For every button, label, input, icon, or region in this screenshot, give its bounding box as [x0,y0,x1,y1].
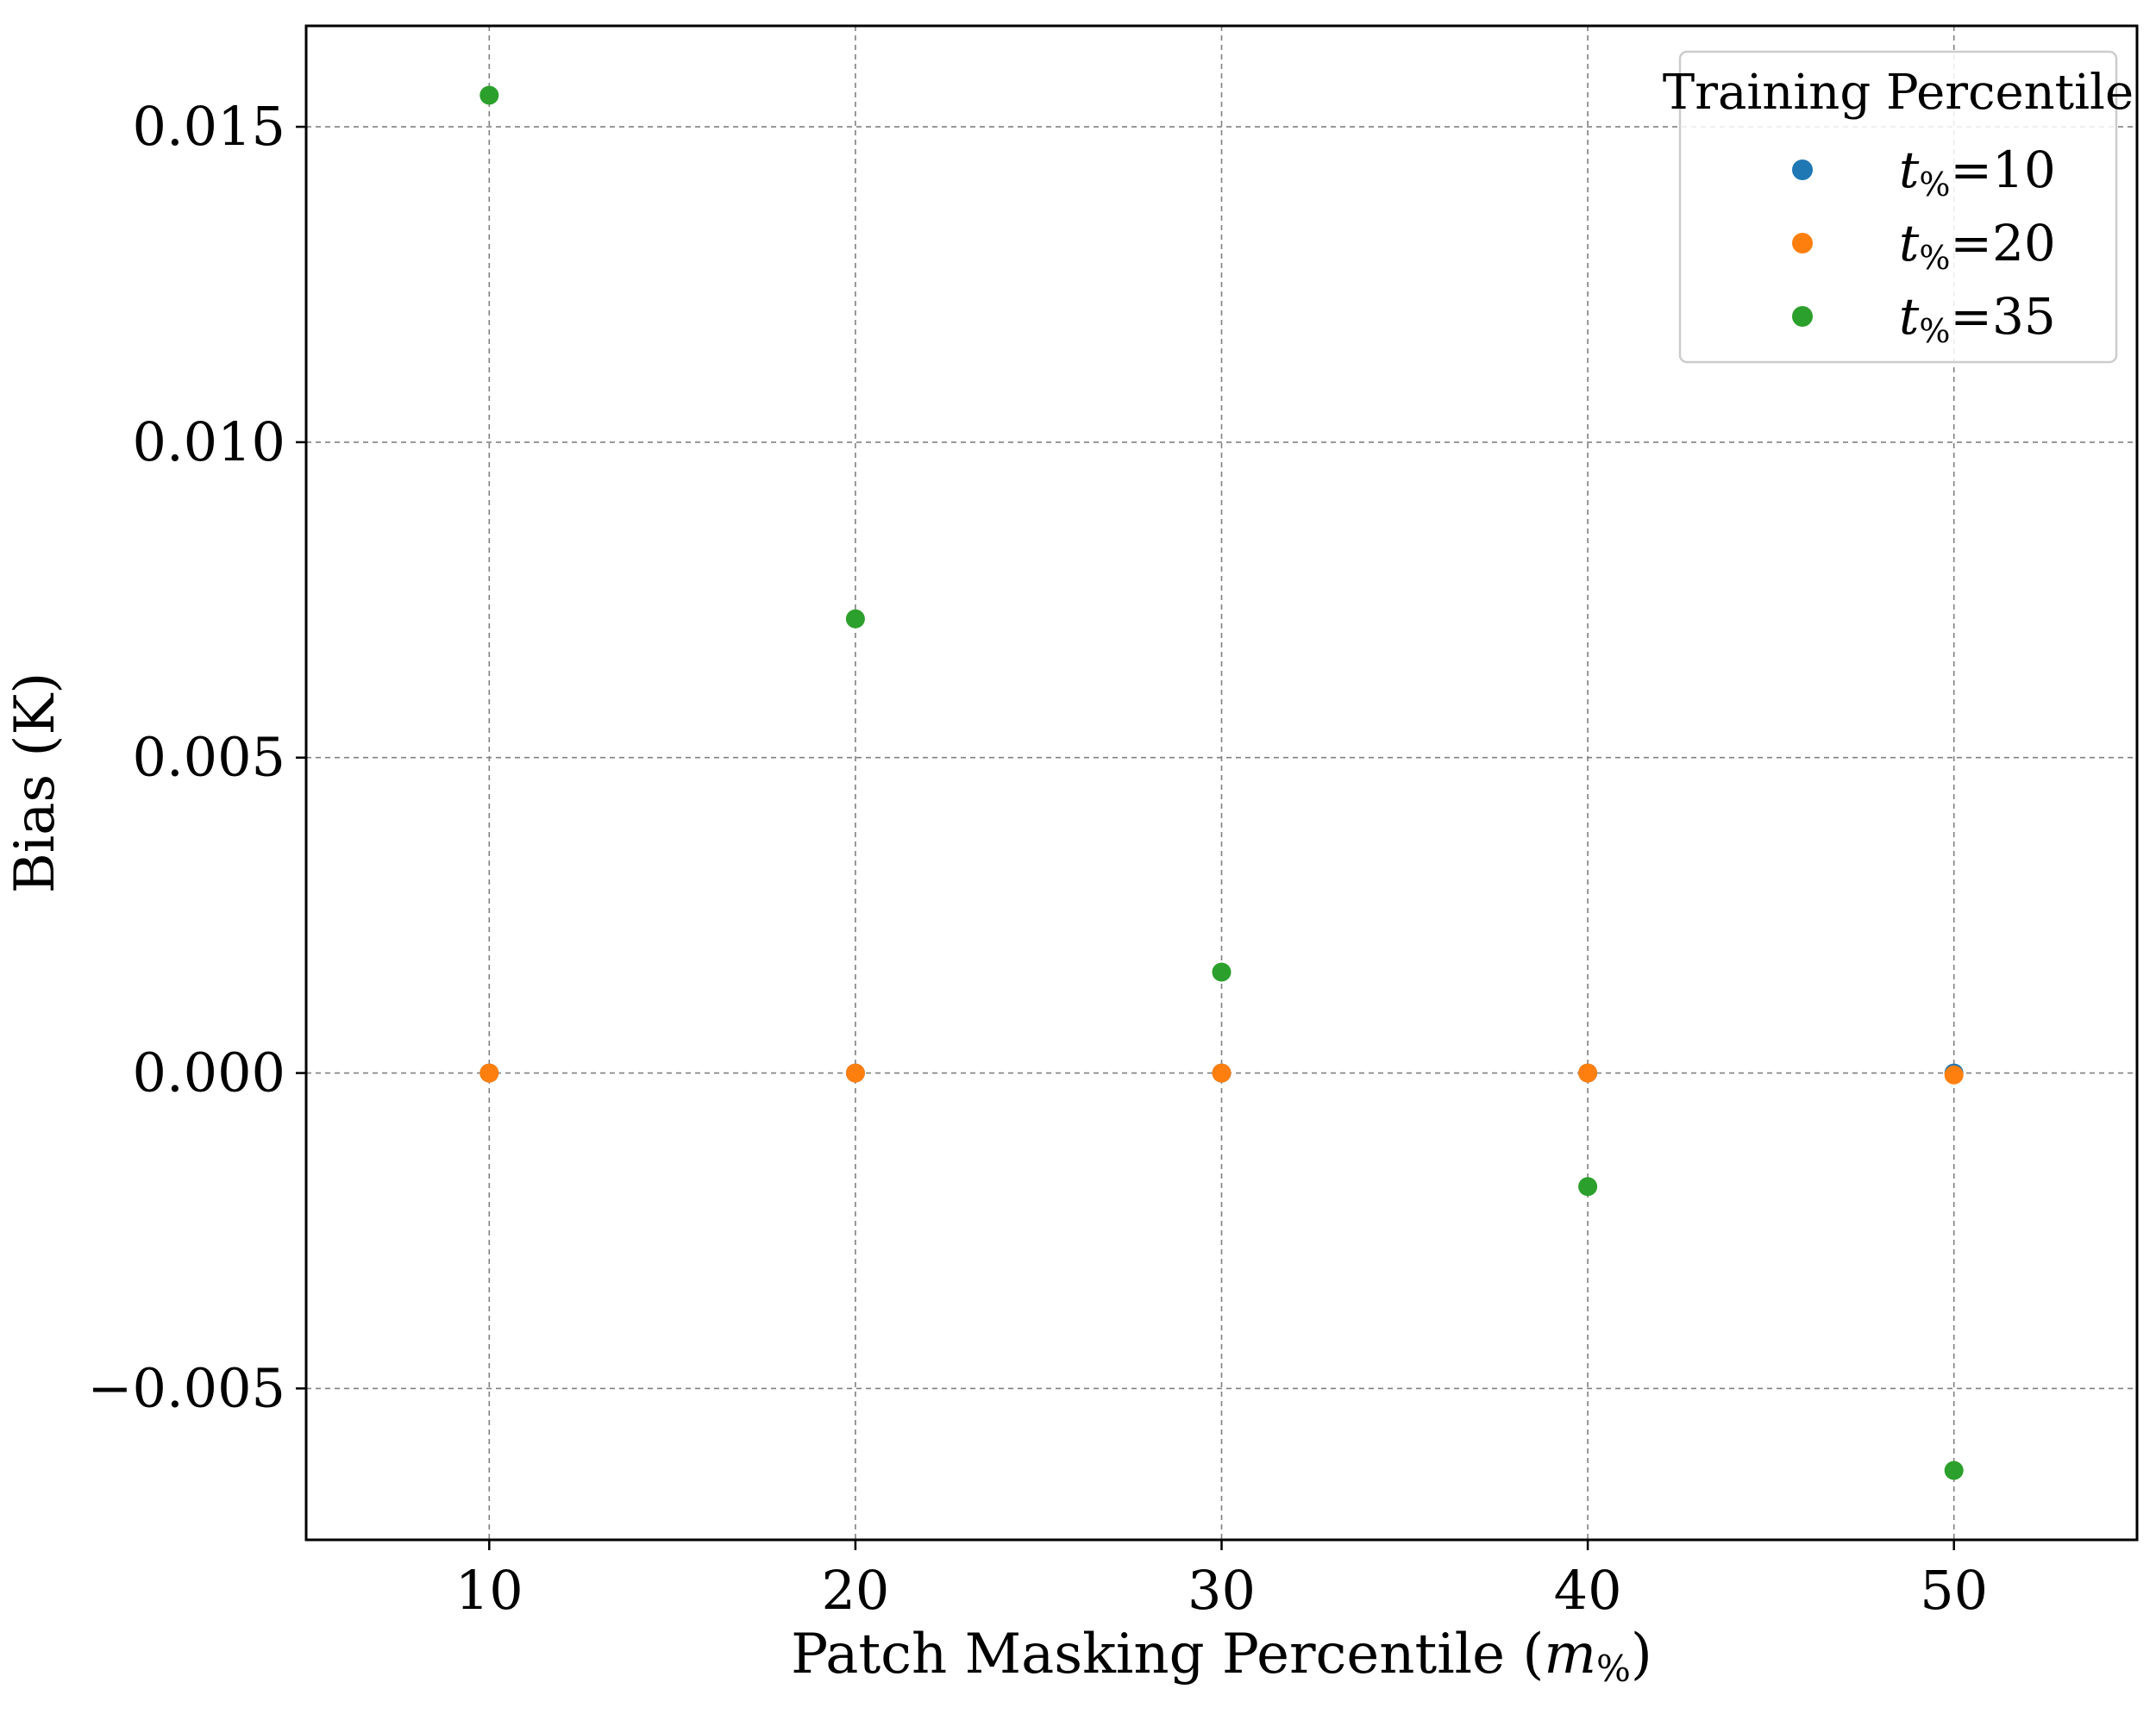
legend-box [1678,50,2118,364]
legend-label-1: t%=10 [1899,141,2056,203]
x-tick-label-30: 30 [1188,1559,1256,1622]
y-tick-label-2: 0.005 [133,726,286,789]
legend: Training Percentile t%=10 t%=20 t%=35 [1663,50,2134,364]
legend-title: Training Percentile [1663,65,2134,121]
point-series-3-x-20 [845,609,865,629]
legend-label-3: t%=35 [1899,287,2056,350]
point-series-2-x-30 [1212,1063,1232,1083]
legend-label-2: t%=20 [1899,214,2056,277]
x-tick-label-10: 10 [455,1559,523,1622]
x-tick-label-20: 20 [821,1559,889,1622]
point-series-2-x-10 [479,1063,499,1083]
legend-marker-3 [1792,306,1813,327]
axis-labels: Patch Masking Percentile (m%) Bias (K) [3,672,1652,1690]
x-axis-label: Patch Masking Percentile (m%) [791,1623,1652,1690]
y-tick-label-0: −0.005 [88,1356,285,1419]
point-series-3-x-50 [1944,1461,1964,1480]
point-series-3-x-30 [1212,962,1232,982]
point-series-3-x-40 [1578,1177,1598,1197]
y-axis-label: Bias (K) [3,672,67,894]
axis-ticks: 10 20 30 40 50 −0.005 0.000 0.005 0.010 0.015 [88,95,1989,1622]
y-tick-label-1: 0.000 [133,1042,286,1104]
x-tick-label-50: 50 [1920,1559,1988,1622]
legend-marker-1 [1792,160,1813,180]
legend-marker-2 [1792,233,1813,253]
point-series-2-x-40 [1578,1063,1598,1083]
point-series-3-x-10 [479,85,499,105]
data-points [479,85,1964,1480]
y-tick-label-3: 0.010 [133,410,286,473]
point-series-2-x-20 [845,1063,865,1083]
x-tick-label-40: 40 [1554,1559,1622,1622]
y-tick-label-4: 0.015 [133,95,286,158]
grid [306,26,2137,1540]
point-series-2-x-50 [1944,1065,1964,1085]
legend-entries: t%=10 t%=20 t%=35 [1792,141,2056,350]
